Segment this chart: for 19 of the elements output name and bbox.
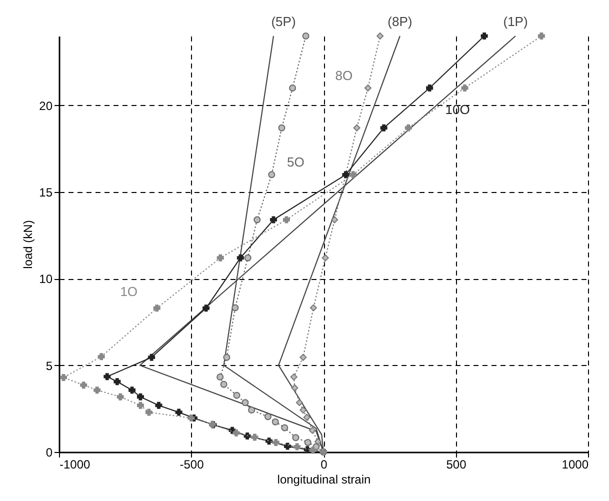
y-tick-label: 5 xyxy=(46,358,53,373)
series-label: (5P) xyxy=(271,14,296,29)
y-axis-title: load (kN) xyxy=(21,220,36,269)
x-axis-title: longitudinal strain xyxy=(277,472,371,486)
series-label: 8O xyxy=(335,68,353,83)
x-tick-label: -500 xyxy=(180,458,204,472)
y-tick-label: 20 xyxy=(39,98,53,113)
series-label: 10O xyxy=(445,102,470,117)
x-tick-label: 0 xyxy=(320,458,328,472)
y-tick-label: 10 xyxy=(39,272,53,286)
series-label: 5O xyxy=(286,154,304,170)
x-tick-label: 500 xyxy=(446,458,467,472)
series-label: (8P) xyxy=(388,14,412,29)
series-label: (1P) xyxy=(503,14,528,29)
x-tick-label: 1000 xyxy=(562,458,589,472)
y-tick-label: 0 xyxy=(46,446,53,460)
y-tick-label: 15 xyxy=(39,186,53,200)
series-label: 1O xyxy=(120,284,138,300)
x-tick-label: -1000 xyxy=(60,458,91,472)
